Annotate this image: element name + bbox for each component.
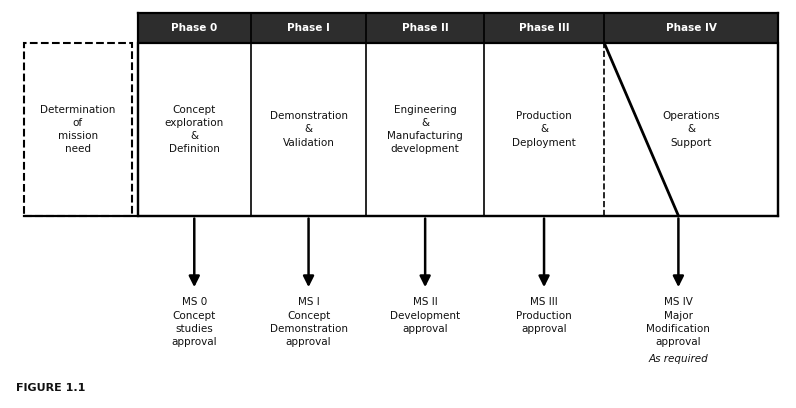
Text: MS I
Concept
Demonstration
approval: MS I Concept Demonstration approval xyxy=(270,297,348,347)
Text: Phase I: Phase I xyxy=(287,23,330,33)
Text: Production
&
Deployment: Production & Deployment xyxy=(512,111,576,148)
Bar xyxy=(138,13,778,43)
Text: MS IV
Major
Modification
approval: MS IV Major Modification approval xyxy=(646,297,710,347)
Text: Determination
of
mission
need: Determination of mission need xyxy=(40,104,115,154)
Text: Operations
&
Support: Operations & Support xyxy=(662,111,720,148)
Text: Demonstration
&
Validation: Demonstration & Validation xyxy=(270,111,348,148)
Text: Phase II: Phase II xyxy=(402,23,448,33)
Bar xyxy=(24,43,132,216)
Text: Phase III: Phase III xyxy=(519,23,569,33)
Text: MS II
Development
approval: MS II Development approval xyxy=(390,297,460,334)
Text: As required: As required xyxy=(649,354,708,364)
Text: MS III
Production
approval: MS III Production approval xyxy=(516,297,572,334)
Text: Phase IV: Phase IV xyxy=(665,23,716,33)
Text: Concept
exploration
&
Definition: Concept exploration & Definition xyxy=(165,104,224,154)
Text: Phase 0: Phase 0 xyxy=(171,23,217,33)
Bar xyxy=(138,43,778,216)
Text: FIGURE 1.1: FIGURE 1.1 xyxy=(16,383,85,393)
Text: MS 0
Concept
studies
approval: MS 0 Concept studies approval xyxy=(171,297,217,347)
Text: Engineering
&
Manufacturing
development: Engineering & Manufacturing development xyxy=(388,104,463,154)
